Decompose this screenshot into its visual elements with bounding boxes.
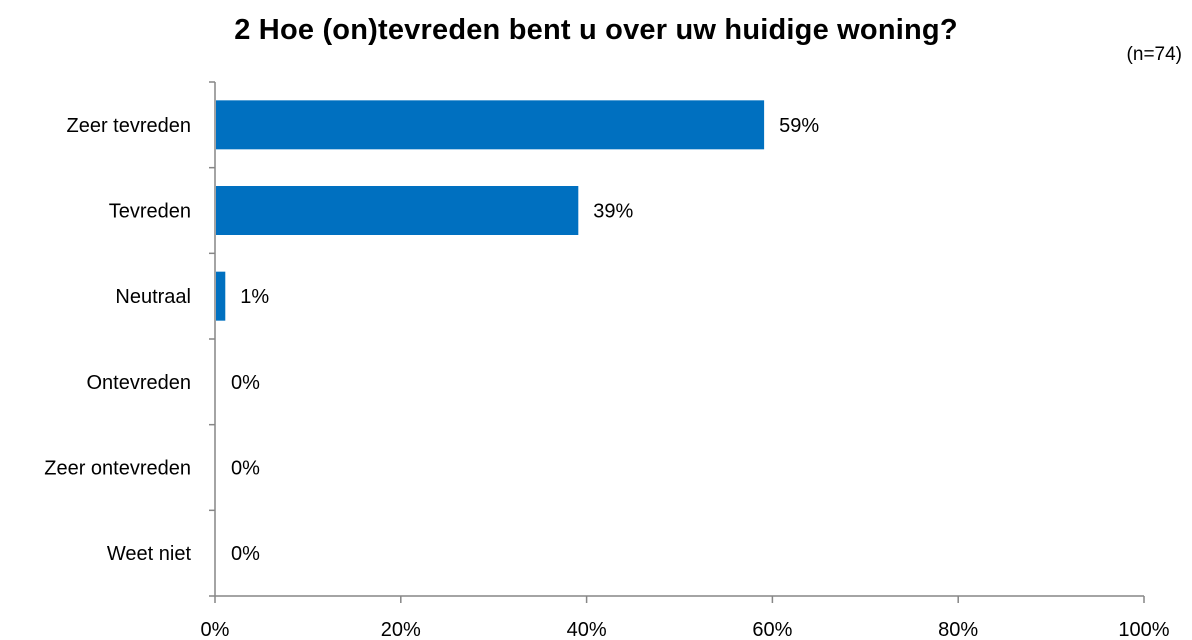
bar-0 [216,100,765,150]
category-label-0: Zeer tevreden [66,115,191,137]
category-labels-group: Zeer tevreden Tevreden Neutraal Ontevreden Z… [44,115,191,565]
value-label-1: 39% [593,201,633,223]
category-label-5: Weet niet [107,543,192,565]
x-tick-label-1: 20% [381,619,421,640]
value-label-2: 1% [240,286,269,308]
value-label-4: 0% [231,458,260,480]
bar-2 [216,271,226,321]
value-label-0: 59% [779,115,819,137]
sample-size-note: (n=74) [1126,44,1182,65]
value-label-5: 0% [231,543,260,565]
category-label-2: Neutraal [115,286,191,308]
x-tick-labels-group: 0% 20% 40% 60% 80% 100% [201,619,1170,640]
x-tick-label-0: 0% [201,619,230,640]
bars-group [216,100,765,321]
x-tick-label-5: 100% [1118,619,1169,640]
category-label-3: Ontevreden [86,372,191,394]
value-labels-group: 59% 39% 1% 0% 0% 0% [231,115,819,565]
chart-title: 2 Hoe (on)tevreden bent u over uw huidig… [234,14,958,46]
category-label-1: Tevreden [109,201,191,223]
value-label-3: 0% [231,372,260,394]
x-tick-label-4: 80% [938,619,978,640]
axes-group [209,81,1145,603]
x-tick-label-3: 60% [752,619,792,640]
x-tick-label-2: 40% [567,619,607,640]
bar-1 [216,186,579,235]
category-label-4: Zeer ontevreden [44,458,191,480]
